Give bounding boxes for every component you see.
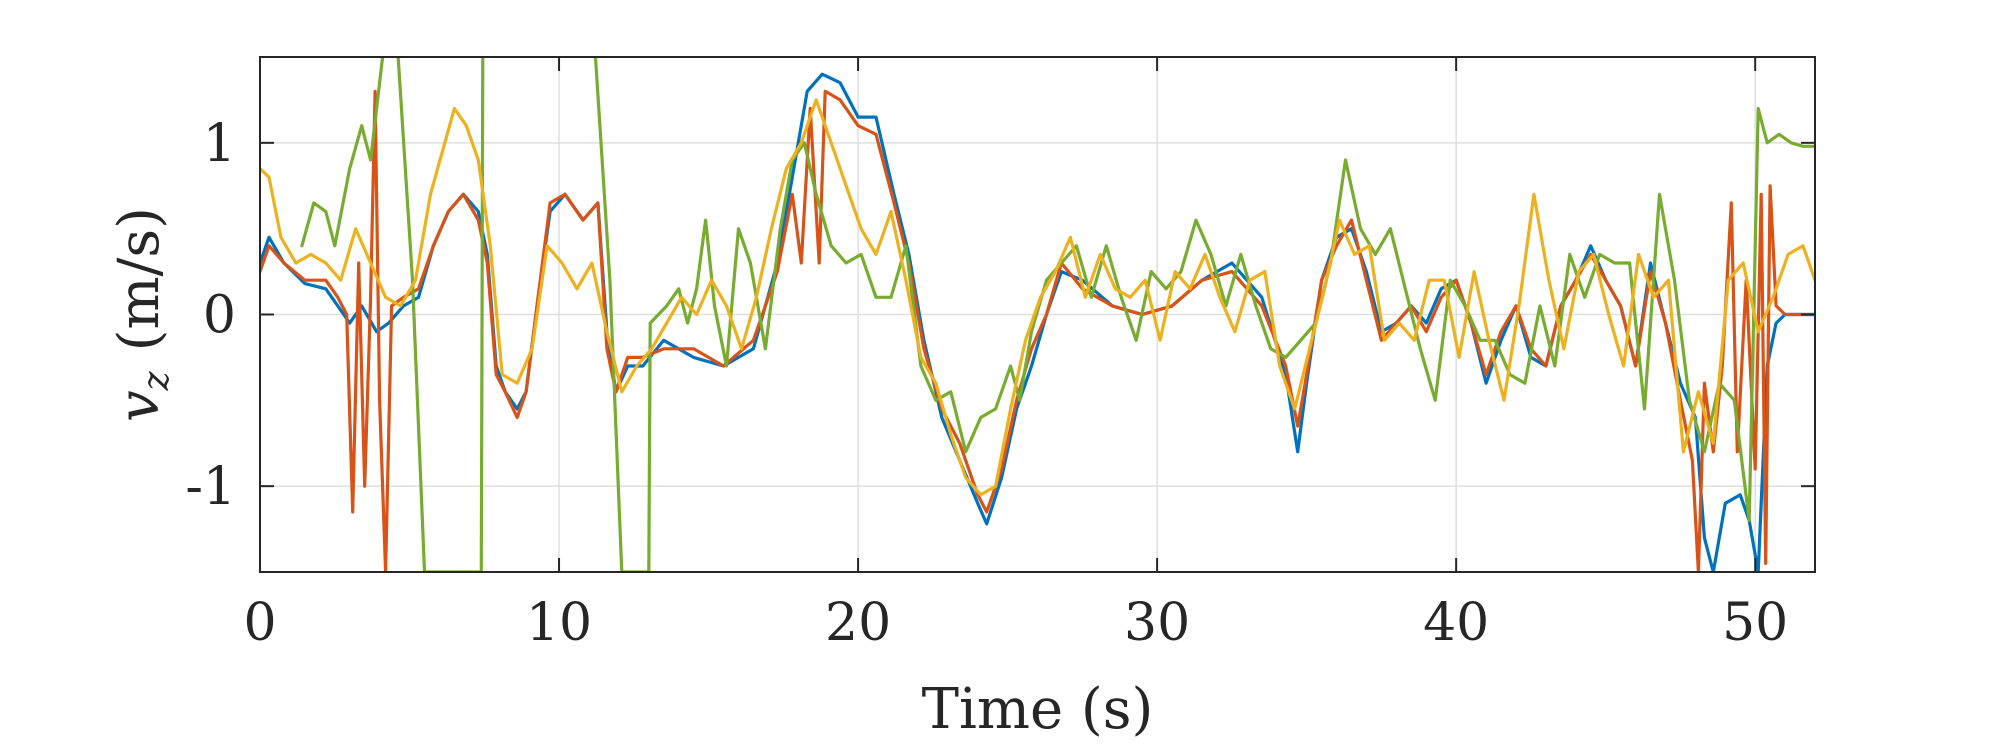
series-line-3: [300, 57, 1815, 572]
y-tick-label: 0: [203, 286, 236, 346]
y-axis-label: vz (m/s): [107, 207, 177, 422]
series-line-4: [260, 98, 1815, 497]
x-tick-label: 10: [526, 593, 592, 653]
ticks: [259, 57, 1815, 572]
grid: [259, 57, 1815, 572]
y-axis-unit: (m/s): [107, 207, 172, 351]
x-tick-label: 20: [825, 593, 891, 653]
x-tick-label: 30: [1124, 593, 1190, 653]
x-tick-label: 40: [1423, 593, 1489, 653]
y-tick-label: -1: [185, 457, 236, 517]
y-tick-label: 1: [203, 114, 236, 174]
y-axis-sub: z: [136, 370, 177, 391]
y-axis-var: v: [107, 390, 172, 422]
series-layer: [260, 57, 1815, 572]
tick-labels: 0 10 20 30 40 50 -1 0 1: [185, 114, 1788, 653]
x-axis-label: Time (s): [922, 677, 1154, 742]
x-tick-label: 0: [243, 593, 276, 653]
x-tick-label: 50: [1722, 593, 1788, 653]
series-line-2: [260, 89, 1815, 572]
